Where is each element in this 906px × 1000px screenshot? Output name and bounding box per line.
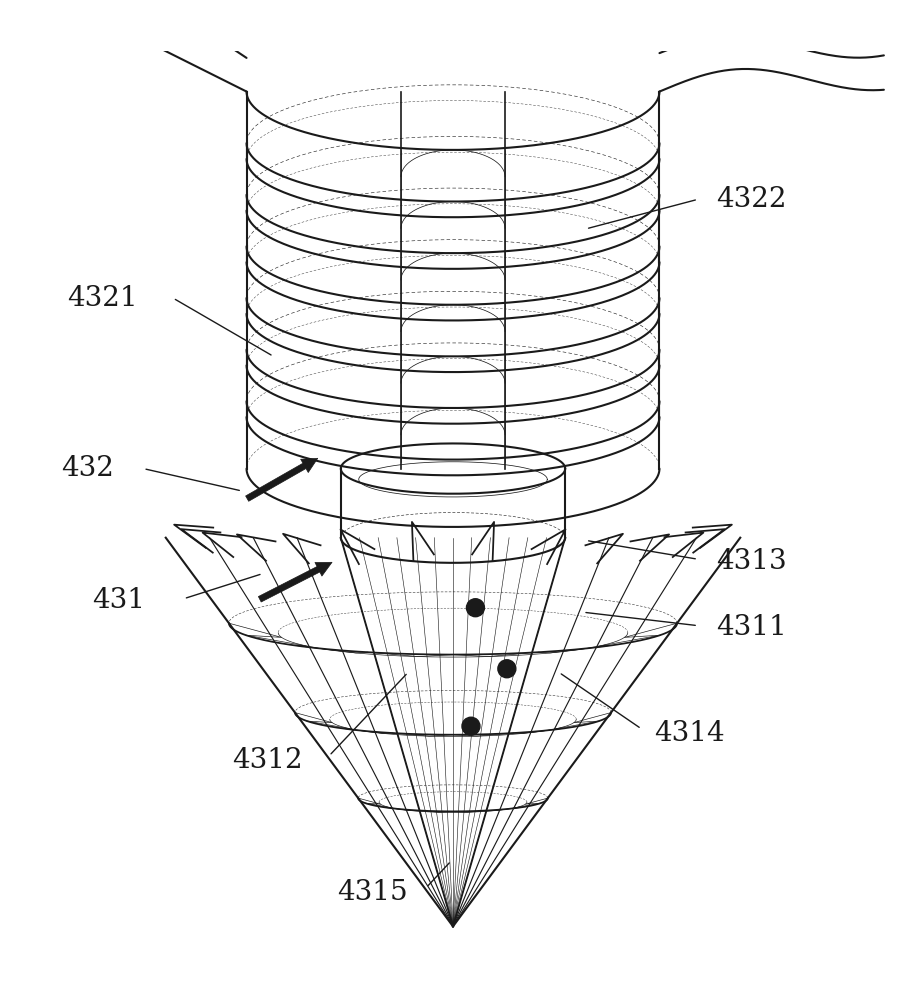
Circle shape (462, 717, 480, 735)
Circle shape (498, 660, 516, 678)
Text: 4311: 4311 (716, 614, 786, 641)
Text: 4313: 4313 (716, 548, 786, 575)
Text: 4312: 4312 (232, 747, 303, 774)
Text: 4322: 4322 (716, 186, 786, 213)
Circle shape (467, 599, 485, 617)
Text: 4315: 4315 (337, 879, 408, 906)
Text: 4314: 4314 (654, 720, 725, 747)
Text: 4321: 4321 (68, 285, 139, 312)
Text: 432: 432 (62, 455, 114, 482)
Text: 431: 431 (92, 587, 146, 614)
